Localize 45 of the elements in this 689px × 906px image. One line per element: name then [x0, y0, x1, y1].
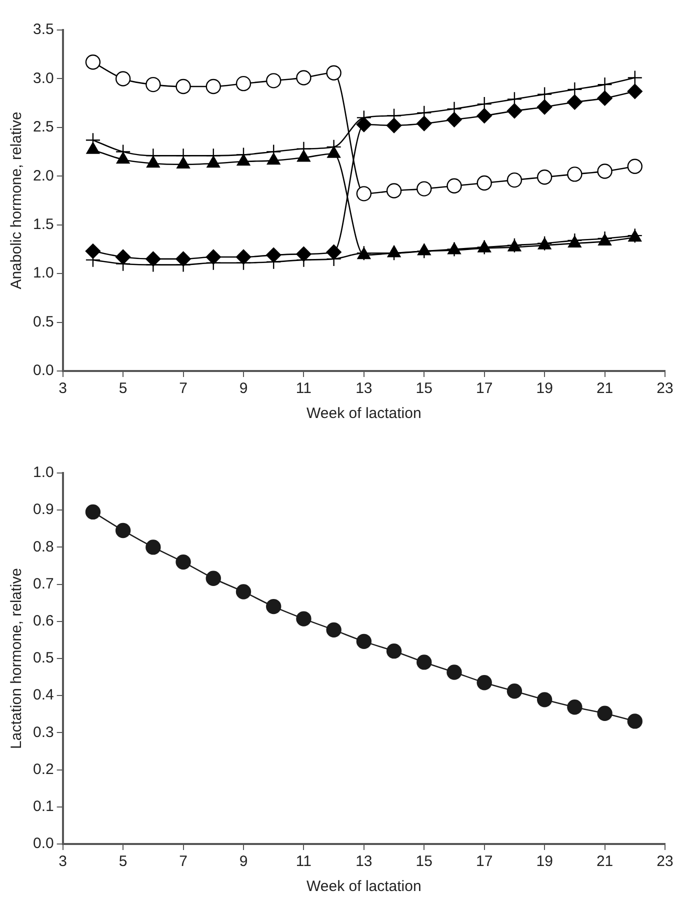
x-tick-label: 17: [476, 853, 493, 870]
x-axis-title: Week of lactation: [306, 405, 422, 422]
x-tick-label: 23: [656, 853, 674, 870]
y-tick-label: 1.0: [32, 464, 54, 482]
y-tick-label: 2.0: [32, 167, 54, 184]
y-tick-label: 1.0: [32, 264, 54, 282]
x-tick-label: 23: [656, 380, 674, 398]
y-tick-label: 0.1: [32, 798, 54, 816]
x-tick-label: 3: [58, 380, 68, 398]
x-tick-label: 17: [476, 380, 493, 398]
x-tick-label: 15: [416, 380, 432, 398]
x-tick-label: 21: [596, 380, 614, 398]
y-tick-label: 3.5: [32, 21, 54, 38]
y-tick-label: 0.4: [32, 686, 54, 704]
y-tick-label: 2.5: [32, 118, 54, 136]
y-axis-title: Anabolic hormone, relative: [8, 112, 26, 290]
x-tick-label: 9: [239, 380, 248, 398]
x-tick-label: 5: [118, 853, 128, 870]
y-tick-label: 0.8: [32, 538, 54, 556]
y-tick-label: 0.5: [32, 313, 54, 330]
x-tick-label: 5: [118, 380, 128, 398]
y-axis-title: Lactation hormone, relative: [8, 568, 26, 749]
y-tick-label: 0.7: [32, 575, 54, 592]
y-tick-label: 0.9: [32, 501, 54, 518]
x-tick-label: 21: [596, 853, 614, 870]
y-tick-label: 0.0: [32, 835, 54, 852]
y-tick-label: 1.5: [32, 216, 54, 233]
x-tick-label: 15: [416, 853, 432, 870]
x-tick-label: 19: [536, 853, 553, 870]
x-tick-label: 11: [296, 853, 312, 870]
x-tick-label: 3: [58, 853, 68, 870]
y-tick-label: 0.2: [32, 760, 54, 778]
y-tick-label: 3.0: [32, 70, 54, 87]
x-tick-label: 13: [356, 853, 372, 870]
x-tick-label: 7: [179, 380, 188, 398]
x-tick-label: 19: [536, 380, 553, 398]
x-tick-label: 9: [239, 853, 248, 870]
y-tick-label: 0.5: [32, 650, 54, 667]
x-tick-label: 13: [356, 380, 372, 398]
x-axis-title: Week of lactation: [306, 878, 422, 896]
x-tick-label: 11: [296, 380, 312, 398]
y-tick-label: 0.0: [32, 362, 54, 380]
x-tick-label: 7: [179, 853, 188, 870]
y-tick-label: 0.6: [32, 612, 54, 630]
y-tick-label: 0.3: [32, 724, 54, 741]
